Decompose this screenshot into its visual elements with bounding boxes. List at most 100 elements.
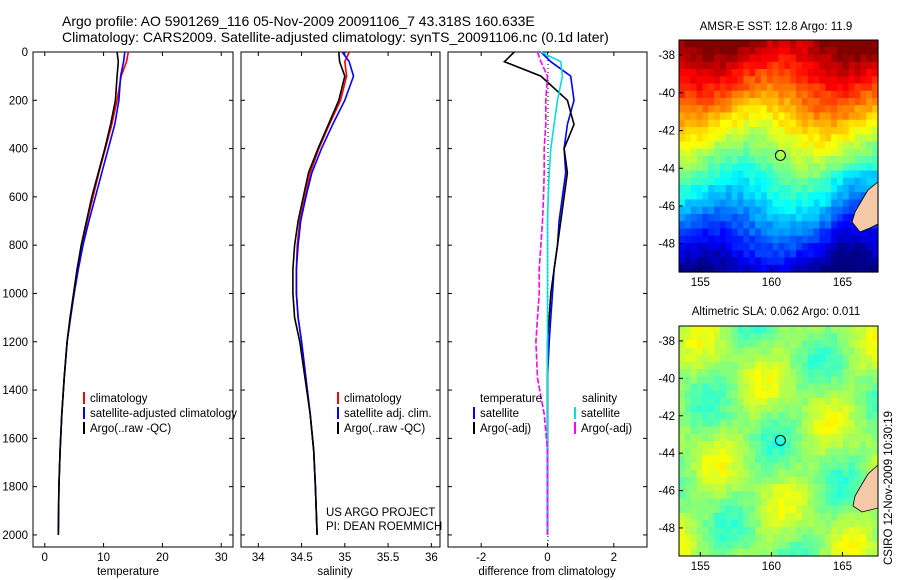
- heatmap-cell: [684, 163, 692, 172]
- heatmap-cell: [684, 148, 692, 157]
- heatmap-cell: [837, 257, 844, 266]
- heatmap-cell: [837, 69, 844, 77]
- heatmap-cell: [755, 347, 762, 356]
- heatmap-cell: [679, 455, 686, 464]
- heatmap-cell: [679, 177, 686, 186]
- heatmap-cell: [784, 250, 791, 259]
- heatmap-cell: [831, 185, 838, 193]
- heatmap-cell: [842, 333, 850, 341]
- heatmap-cell: [831, 534, 838, 543]
- heatmap-cell: [819, 441, 826, 449]
- heatmap-cell: [842, 354, 850, 363]
- heatmap-cell: [725, 527, 733, 536]
- heatmap-cell: [866, 243, 873, 251]
- heatmap-cell: [784, 433, 791, 442]
- heatmap-cell: [796, 333, 803, 341]
- heatmap-cell: [842, 257, 850, 266]
- heatmap-cell: [837, 90, 844, 99]
- heatmap-cell: [778, 221, 785, 230]
- heatmap-cell: [696, 512, 704, 521]
- heatmap-cell: [690, 390, 698, 399]
- heatmap-cell: [731, 76, 739, 85]
- heatmap-cell: [819, 47, 826, 56]
- heatmap-cell: [807, 397, 815, 406]
- heatmap-cell: [679, 235, 686, 244]
- heatmap-cell: [842, 250, 850, 259]
- heatmap-cell: [696, 405, 704, 413]
- credit-line-2: PI: DEAN ROEMMICH: [326, 521, 442, 533]
- heatmap-cell: [719, 257, 727, 266]
- heatmap-cell: [807, 199, 815, 208]
- heatmap-cell: [772, 98, 780, 106]
- heatmap-cell: [831, 47, 838, 56]
- heatmap-cell: [772, 361, 780, 370]
- heatmap-cell: [714, 148, 721, 157]
- heatmap-cell: [854, 333, 862, 341]
- heatmap-cell: [760, 185, 768, 193]
- heatmap-cell: [807, 462, 815, 471]
- heatmap-cell: [819, 76, 826, 85]
- heatmap-cell: [860, 127, 867, 135]
- heatmap-cell: [725, 69, 733, 77]
- heatmap-cell: [772, 54, 780, 63]
- heatmap-cell: [684, 264, 692, 273]
- heatmap-cell: [696, 250, 704, 259]
- heatmap-cell: [842, 491, 850, 500]
- heatmap-cell: [854, 76, 862, 85]
- heatmap-cell: [825, 412, 832, 421]
- heatmap-cell: [784, 98, 791, 106]
- heatmap-cell: [749, 119, 756, 128]
- heatmap-cell: [872, 47, 879, 56]
- heatmap-cell: [778, 520, 785, 528]
- heatmap-cell: [784, 548, 791, 557]
- heatmap-cell: [684, 476, 692, 485]
- heatmap-cell: [760, 177, 768, 186]
- heatmap-cell: [801, 69, 809, 77]
- heatmap-cell: [866, 170, 873, 179]
- heatmap-cell: [749, 47, 756, 56]
- heatmap-cell: [837, 228, 844, 237]
- heatmap-cell: [819, 90, 826, 99]
- series-line-climatology: [57, 51, 130, 535]
- depth-tick-label: 2000: [2, 530, 28, 542]
- heatmap-cell: [755, 419, 762, 428]
- heatmap-cell: [796, 347, 803, 356]
- heatmap-cell: [831, 221, 838, 230]
- heatmap-cell: [679, 527, 686, 536]
- heatmap-cell: [778, 199, 785, 208]
- heatmap-cell: [696, 214, 704, 222]
- heatmap-cell: [813, 98, 821, 106]
- heatmap-cell: [690, 376, 698, 385]
- heatmap-cell: [796, 141, 803, 150]
- heatmap-cell: [860, 250, 867, 259]
- heatmap-cell: [708, 498, 715, 507]
- heatmap-cell: [778, 548, 785, 557]
- heatmap-cell: [784, 61, 791, 70]
- heatmap-cell: [842, 170, 850, 179]
- heatmap-cell: [696, 69, 704, 77]
- sla-map-frame: [678, 325, 879, 557]
- heatmap-cell: [801, 257, 809, 266]
- heatmap-cell: [796, 185, 803, 193]
- heatmap-cell: [731, 98, 739, 106]
- heatmap-cell: [842, 192, 850, 201]
- heatmap-cell: [790, 455, 797, 464]
- heatmap-cell: [749, 469, 756, 478]
- heatmap-cell: [837, 512, 844, 521]
- heatmap-cell: [749, 257, 756, 266]
- heatmap-cell: [790, 333, 797, 341]
- heatmap-cell: [696, 462, 704, 471]
- heatmap-cell: [854, 512, 862, 521]
- heatmap-cell: [842, 98, 850, 106]
- heatmap-cell: [860, 264, 867, 273]
- heatmap-cell: [796, 177, 803, 186]
- heatmap-cell: [778, 134, 785, 143]
- depth-tick-label: 0: [22, 47, 28, 59]
- heatmap-cell: [778, 354, 785, 363]
- heatmap-cell: [679, 206, 686, 215]
- heatmap-cell: [731, 177, 739, 186]
- heatmap-cell: [708, 340, 715, 349]
- heatmap-cell: [766, 548, 774, 557]
- heatmap-cell: [714, 520, 721, 528]
